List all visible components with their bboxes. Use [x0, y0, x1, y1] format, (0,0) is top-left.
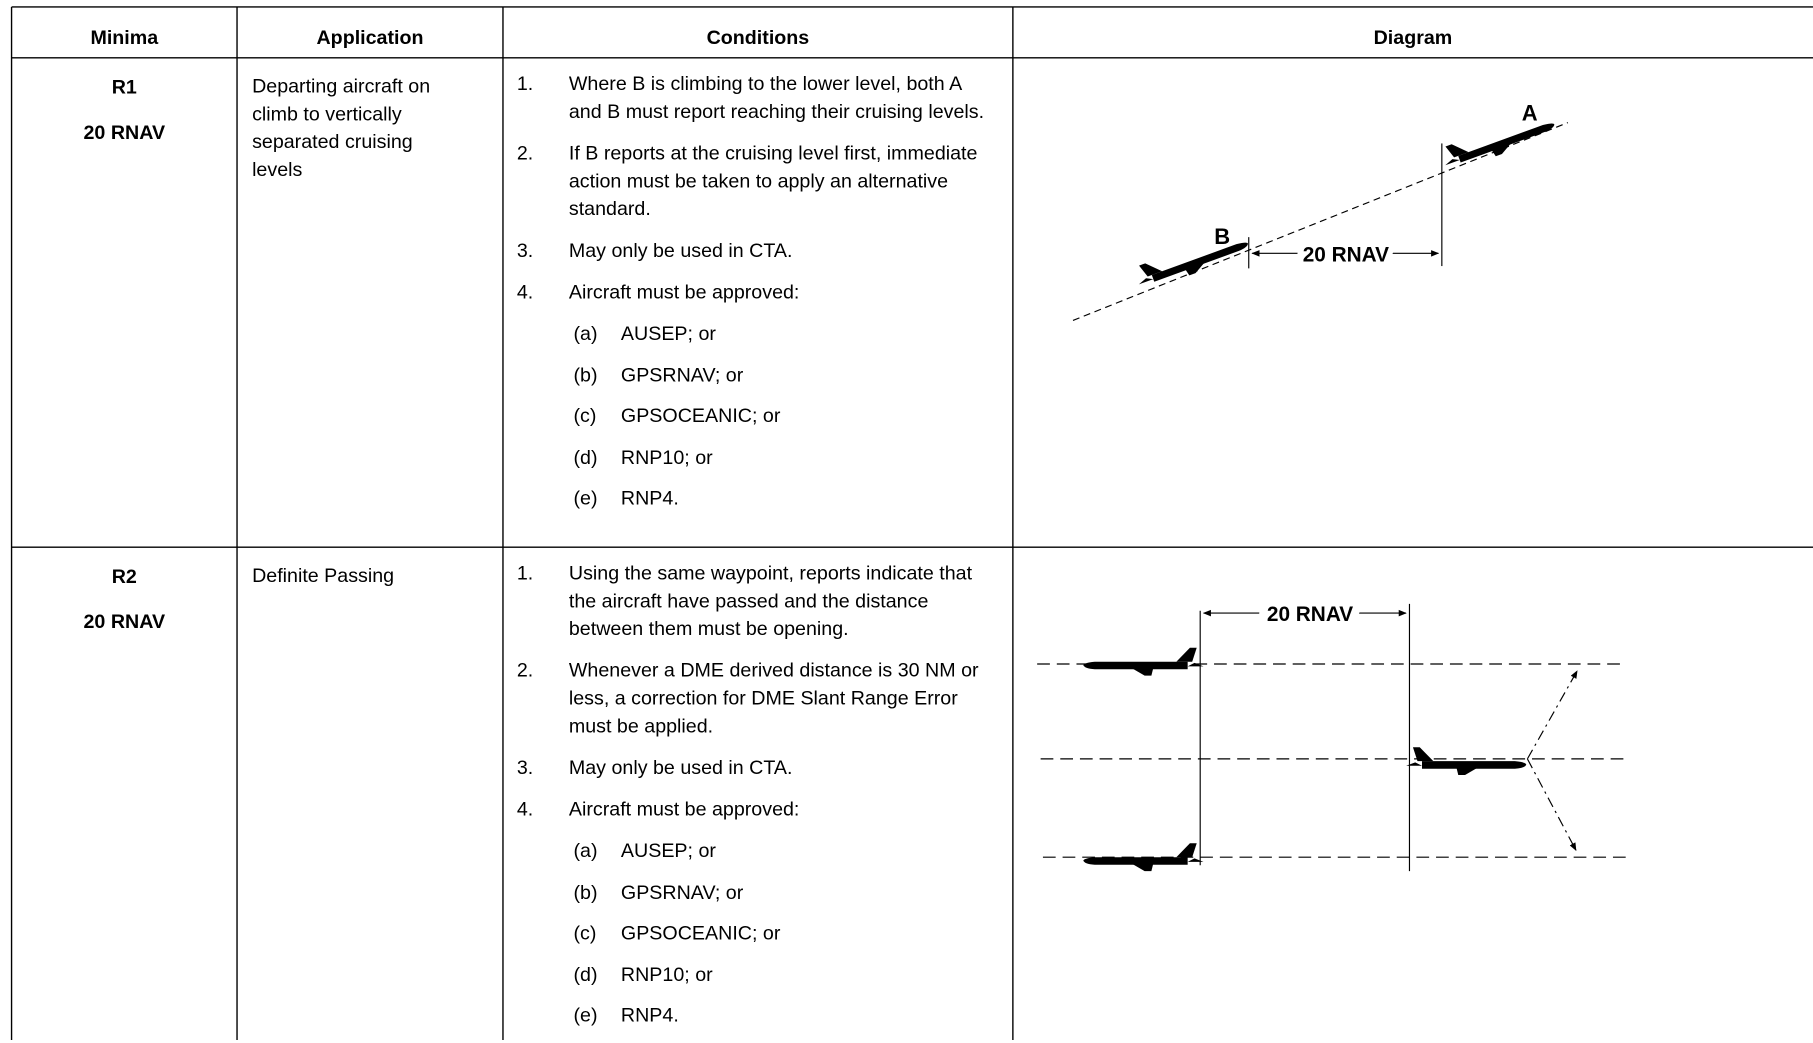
column-header: Conditions — [706, 26, 810, 49]
approval-text: RNP10; or — [620, 963, 713, 986]
column-header: Minima — [90, 26, 159, 49]
diagram-r2: 20 RNAV — [1037, 595, 1628, 872]
application: Definite Passing — [252, 564, 395, 587]
approval-item: (c) GPSOCEANIC; or — [574, 920, 1009, 948]
aircraft-label: A — [1522, 100, 1538, 125]
condition-text: Aircraft must be approved: — [568, 798, 800, 821]
condition-text: Where B is climbing to the lower level, … — [568, 72, 985, 123]
condition-number: 4. — [516, 281, 534, 304]
grid-lines — [10, 6, 1813, 1040]
condition-text: If B reports at the cruising level first… — [568, 142, 978, 220]
approval-label: (a) — [573, 322, 598, 345]
application: Departing aircraft on climb to verticall… — [252, 75, 431, 181]
condition-number: 4. — [516, 798, 534, 821]
condition-item: 4. Aircraft must be approved: — [509, 279, 1009, 307]
approval-text: AUSEP; or — [620, 322, 716, 345]
approval-label: (d) — [573, 963, 598, 986]
distance-label: 20 RNAV — [1267, 603, 1353, 626]
conditions: 1. Where B is climbing to the lower level… — [509, 71, 1009, 526]
condition-number: 1. — [516, 72, 534, 95]
condition-number: 3. — [516, 756, 534, 779]
approval-text: GPSOCEANIC; or — [620, 404, 781, 427]
minima-code: R2 — [111, 565, 137, 588]
approval-text: AUSEP; or — [620, 839, 716, 862]
approval-item: (b) GPSRNAV; or — [574, 362, 1009, 390]
condition-number: 1. — [516, 562, 534, 585]
distance-label: 20 RNAV — [1303, 243, 1389, 266]
approval-text: RNP4. — [620, 487, 679, 509]
condition-number: 2. — [516, 142, 534, 165]
approval-label: (a) — [573, 839, 598, 862]
condition-item: 1. Where B is climbing to the lower level… — [509, 71, 1009, 127]
approval-text: GPSRNAV; or — [620, 363, 744, 386]
approval-label: (b) — [573, 880, 598, 903]
condition-item: 3. May only be used in CTA. — [509, 754, 1009, 782]
condition-number: 3. — [516, 239, 534, 262]
approval-item: (e) RNP4. — [574, 485, 1009, 513]
approval-text: RNP10; or — [620, 445, 713, 468]
approval-item: (a) AUSEP; or — [574, 320, 1009, 348]
condition-item: 2. If B reports at the cruising level fir… — [509, 140, 1009, 223]
column-header: Diagram — [1373, 26, 1453, 49]
approval-label: (e) — [573, 1004, 598, 1027]
approval-label: (c) — [573, 404, 597, 427]
approval-item: (b) GPSRNAV; or — [574, 879, 1009, 907]
approval-label: (c) — [573, 921, 597, 944]
approval-text: GPSOCEANIC; or — [620, 921, 781, 944]
minima-code: R1 — [111, 76, 137, 99]
column-header: Application — [316, 26, 424, 49]
approval-item: (c) GPSOCEANIC; or — [574, 403, 1009, 431]
condition-text: May only be used in CTA. — [568, 239, 793, 262]
condition-text: May only be used in CTA. — [568, 756, 793, 779]
condition-item: 3. May only be used in CTA. — [509, 237, 1009, 265]
approval-item: (e) RNP4. — [574, 1002, 1009, 1030]
approval-text: RNP4. — [620, 1004, 679, 1027]
approval-item: (a) AUSEP; or — [574, 838, 1009, 866]
minima-distance: 20 RNAV — [83, 121, 166, 144]
diagram-r1: 20 RNAV A B — [1072, 100, 1569, 321]
approval-label: (e) — [573, 487, 598, 509]
condition-item: 1. Using the same waypoint, reports indic… — [509, 560, 1009, 643]
condition-text: Using the same waypoint, reports indicat… — [568, 562, 973, 640]
approval-item: (d) RNP10; or — [574, 961, 1009, 989]
minima-distance: 20 RNAV — [83, 610, 166, 633]
condition-text: Whenever a DME derived distance is 30 NM… — [568, 659, 979, 737]
condition-text: Aircraft must be approved: — [568, 281, 800, 304]
aircraft-label: B — [1214, 224, 1230, 249]
conditions: 1. Using the same waypoint, reports indic… — [509, 560, 1009, 1043]
approval-label: (b) — [573, 363, 598, 386]
approval-text: GPSRNAV; or — [620, 880, 744, 903]
approval-label: (d) — [573, 445, 598, 468]
condition-number: 2. — [516, 659, 534, 682]
approval-item: (d) RNP10; or — [574, 444, 1009, 472]
condition-item: 2. Whenever a DME derived distance is 30 … — [509, 657, 1009, 740]
condition-item: 4. Aircraft must be approved: — [509, 796, 1009, 824]
